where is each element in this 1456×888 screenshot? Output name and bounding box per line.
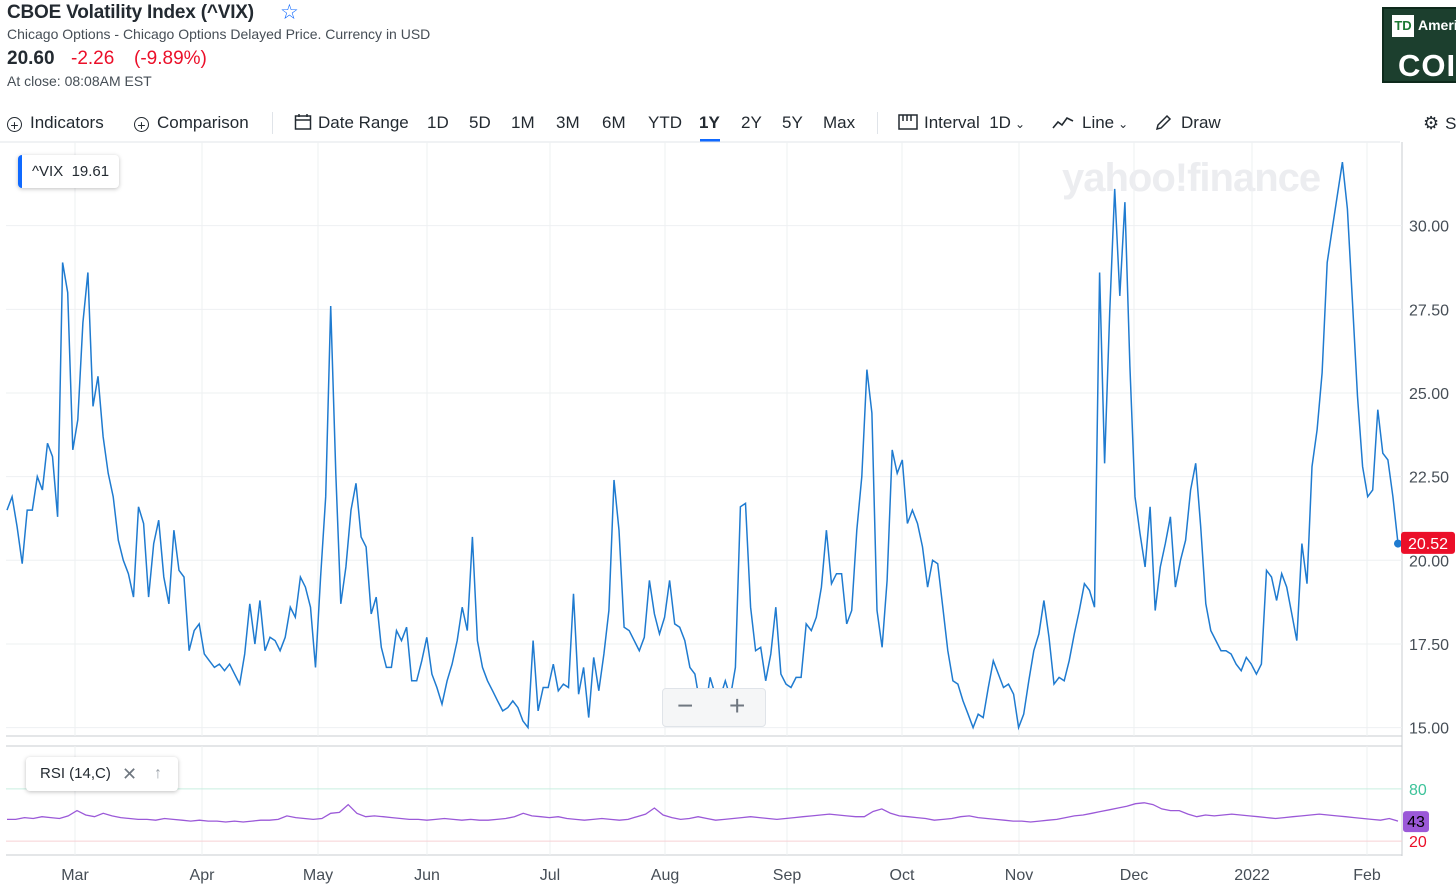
x-tick-label: Oct	[890, 867, 915, 884]
current-price: 20.60	[7, 48, 55, 69]
last-price-label: 20.52	[1401, 531, 1455, 554]
range-2y[interactable]: 2Y	[741, 113, 762, 132]
zoom-out-button[interactable]: −	[677, 690, 694, 721]
rsi-series-line	[7, 802, 1399, 823]
range-6m[interactable]: 6M	[602, 113, 626, 132]
range-3m[interactable]: 3M	[556, 113, 580, 132]
ad-brand-text: Ameri	[1418, 17, 1456, 33]
indicators-button[interactable]: + Indicators	[7, 113, 104, 133]
zoom-in-button[interactable]: +	[729, 690, 746, 721]
vix-value: 19.61	[71, 163, 110, 180]
ad-headline: COI	[1398, 48, 1456, 83]
gear-icon: ⚙	[1423, 113, 1440, 133]
x-tick-label: Jun	[414, 867, 440, 884]
x-tick-label: May	[303, 867, 333, 884]
y-tick-label: 27.50	[1409, 302, 1449, 319]
comparison-label: Comparison	[157, 113, 249, 132]
close-time: At close: 08:08AM EST	[7, 73, 152, 89]
advertisement[interactable]: TD Ameri COI	[1382, 7, 1456, 83]
x-tick-label: Feb	[1353, 867, 1381, 884]
range-1m[interactable]: 1M	[511, 113, 535, 132]
chart-type-label: Line	[1082, 113, 1115, 132]
page-title: CBOE Volatility Index (^VIX)	[7, 2, 254, 23]
last-point-marker	[1394, 539, 1402, 548]
y-tick-label: 30.00	[1409, 219, 1449, 236]
horizontal-gridlines	[6, 225, 1402, 729]
settings-label: S	[1445, 114, 1456, 133]
x-tick-label: Nov	[1005, 867, 1033, 884]
rsi-band-lines	[6, 788, 1402, 842]
range-5d[interactable]: 5D	[469, 113, 491, 132]
rsi-label: RSI (14,C)	[40, 765, 111, 782]
vix-series-line	[6, 161, 1399, 731]
zoom-control: − +	[662, 688, 766, 727]
range-max[interactable]: Max	[823, 113, 856, 132]
pencil-icon	[1155, 114, 1172, 131]
rsi-tick-label: 80	[1409, 782, 1427, 799]
y-tick-label: 20.00	[1409, 553, 1449, 570]
selected-range-indicator	[700, 139, 720, 142]
svg-text:20.52: 20.52	[1408, 536, 1448, 553]
comparison-button[interactable]: + Comparison	[134, 113, 249, 133]
ruler-icon	[898, 114, 918, 130]
interval-value: 1D	[989, 113, 1011, 132]
y-tick-label: 17.50	[1409, 637, 1449, 654]
vix-legend-badge[interactable]: ^VIX 19.61	[18, 155, 119, 188]
line-chart-icon	[1052, 116, 1074, 129]
rsi-legend-badge[interactable]: RSI (14,C) ✕ ↑	[26, 757, 178, 791]
x-tick-label: Apr	[190, 867, 216, 884]
quote-subtitle: Chicago Options - Chicago Options Delaye…	[7, 26, 431, 42]
range-1y[interactable]: 1Y	[699, 113, 720, 132]
svg-text:43: 43	[1407, 814, 1425, 831]
y-tick-label: 22.50	[1409, 470, 1449, 487]
interval-dropdown[interactable]: Interval 1D ⌄	[898, 113, 1025, 133]
yahoo-finance-watermark: yahoo!finance	[1062, 156, 1321, 200]
y-axis-ticks: 15.00 17.50 20.00 22.50 25.00 27.50 30.00	[1409, 219, 1449, 738]
vertical-gridlines	[74, 142, 1368, 855]
toolbar-divider	[272, 112, 273, 134]
date-range-label: Date Range	[318, 113, 409, 132]
chart-type-dropdown[interactable]: Line ⌄	[1052, 113, 1128, 133]
price-change: -2.26	[71, 48, 115, 69]
toolbar-divider	[877, 112, 878, 134]
indicators-label: Indicators	[30, 113, 104, 132]
series-color-stripe	[18, 155, 22, 188]
price-change-percent: (-9.89%)	[134, 48, 207, 69]
settings-button[interactable]: ⚙ S	[1423, 113, 1456, 134]
td-logo: TD	[1392, 15, 1414, 37]
rsi-axis-ticks: 80 20	[1409, 782, 1427, 851]
x-tick-label: Jul	[540, 867, 560, 884]
chevron-down-icon: ⌄	[1118, 117, 1129, 131]
y-tick-label: 15.00	[1409, 721, 1449, 738]
draw-label: Draw	[1181, 113, 1221, 132]
interval-label: Interval	[924, 113, 980, 132]
range-1d[interactable]: 1D	[427, 113, 449, 132]
x-tick-label: Sep	[773, 867, 802, 884]
calendar-icon	[294, 114, 312, 130]
arrow-up-icon[interactable]: ↑	[154, 765, 162, 782]
x-axis-ticks: Mar Apr May Jun Jul Aug Sep Oct Nov Dec 2022 Feb	[61, 867, 1381, 884]
vix-label: ^VIX	[32, 163, 64, 180]
x-tick-label: Aug	[651, 867, 679, 884]
x-tick-label: Dec	[1120, 867, 1148, 884]
y-tick-label: 25.00	[1409, 386, 1449, 403]
plus-circle-icon: +	[7, 117, 22, 132]
close-icon[interactable]: ✕	[122, 764, 138, 784]
range-5y[interactable]: 5Y	[782, 113, 803, 132]
plus-circle-icon: +	[134, 117, 149, 132]
date-range-button[interactable]: Date Range	[294, 113, 409, 133]
rsi-last-label: 43	[1403, 811, 1429, 833]
rsi-tick-label: 20	[1409, 834, 1427, 851]
chevron-down-icon: ⌄	[1014, 117, 1025, 131]
range-ytd[interactable]: YTD	[648, 113, 682, 132]
x-tick-label: Mar	[61, 867, 89, 884]
draw-button[interactable]: Draw	[1155, 113, 1221, 133]
star-outline-icon[interactable]: ☆	[280, 1, 299, 24]
x-tick-label: 2022	[1234, 867, 1270, 884]
